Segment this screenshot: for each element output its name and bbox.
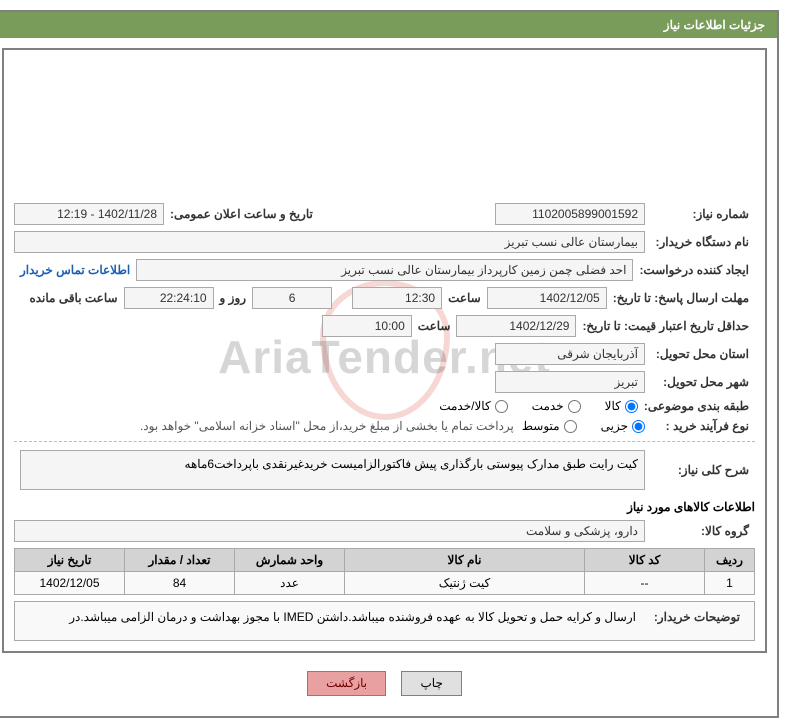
validity-label: حداقل تاریخ اعتبار قیمت: تا تاریخ: <box>576 319 755 333</box>
province-field: آذربایجان شرقی <box>495 343 645 365</box>
contact-link[interactable]: اطلاعات تماس خریدار <box>14 263 136 277</box>
radio-medium-input[interactable] <box>564 420 577 433</box>
need-number-label: شماره نیاز: <box>645 207 755 221</box>
until-label-text: تا تاریخ: <box>613 291 651 305</box>
radio-goods-label: کالا <box>605 399 621 413</box>
radio-both-input[interactable] <box>495 400 508 413</box>
deadline-time-field: 12:30 <box>352 287 442 309</box>
payment-note: پرداخت تمام یا بخشی از مبلغ خرید،از محل … <box>140 419 522 433</box>
radio-goods-input[interactable] <box>625 400 638 413</box>
radio-service-label: خدمت <box>532 399 564 413</box>
cell-qty: 84 <box>125 572 235 595</box>
back-button[interactable]: بازگشت <box>307 671 386 696</box>
announce-label: تاریخ و ساعت اعلان عمومی: <box>164 207 319 221</box>
time-label-1: ساعت <box>442 291 487 305</box>
countdown-field: 22:24:10 <box>124 287 214 309</box>
radio-partial[interactable]: جزیی <box>601 419 645 433</box>
table-row: 1 -- کیت ژنتیک عدد 84 1402/12/05 <box>15 572 755 595</box>
radio-medium[interactable]: متوسط <box>522 419 577 433</box>
button-row: چاپ بازگشت <box>2 661 767 706</box>
th-qty: تعداد / مقدار <box>125 549 235 572</box>
purchase-type-radio-group: جزیی متوسط <box>522 419 645 433</box>
radio-both-label: کالا/خدمت <box>439 399 490 413</box>
buyer-notes-text: ارسال و کرایه حمل و تحویل کالا به عهده ف… <box>23 610 636 624</box>
deadline-date-field: 1402/12/05 <box>487 287 607 309</box>
table-header-row: ردیف کد کالا نام کالا واحد شمارش تعداد /… <box>15 549 755 572</box>
th-name: نام کالا <box>345 549 585 572</box>
buyer-notes-box: توضیحات خریدار: ارسال و کرایه حمل و تحوی… <box>14 601 755 641</box>
buyer-org-field: بیمارستان عالی نسب تبریز <box>14 231 645 253</box>
radio-partial-input[interactable] <box>632 420 645 433</box>
days-label: روز و <box>214 291 253 305</box>
divider <box>14 441 755 442</box>
city-label: شهر محل تحویل: <box>645 375 755 389</box>
th-row: ردیف <box>705 549 755 572</box>
details-box: AriaTender.net شماره نیاز: 1102005899001… <box>2 48 767 653</box>
buyer-org-label: نام دستگاه خریدار: <box>645 235 755 249</box>
th-unit: واحد شمارش <box>235 549 345 572</box>
city-field: تبریز <box>495 371 645 393</box>
time-label-2: ساعت <box>412 319 457 333</box>
goods-table: ردیف کد کالا نام کالا واحد شمارش تعداد /… <box>14 548 755 595</box>
days-field: 6 <box>252 287 332 309</box>
overview-field: کیت رایت طبق مدارک پیوستی بارگذاری پیش ف… <box>20 450 645 490</box>
overview-label: شرح کلی نیاز: <box>645 463 755 477</box>
remain-label: ساعت باقی مانده <box>23 291 123 305</box>
radio-medium-label: متوسط <box>522 419 560 433</box>
print-button[interactable]: چاپ <box>401 671 461 696</box>
cell-code: -- <box>585 572 705 595</box>
deadline-label-text: مهلت ارسال پاسخ: <box>654 291 749 305</box>
goods-group-label: گروه کالا: <box>645 524 755 538</box>
validity-date-field: 1402/12/29 <box>456 315 576 337</box>
buyer-notes-label: توضیحات خریدار: <box>636 610 746 624</box>
category-label: طبقه بندی موضوعی: <box>638 399 755 413</box>
goods-group-field: دارو، پزشکی و سلامت <box>14 520 645 542</box>
validity-time-field: 10:00 <box>322 315 412 337</box>
goods-info-title: اطلاعات کالاهای مورد نیاز <box>14 500 755 514</box>
radio-both[interactable]: کالا/خدمت <box>439 399 507 413</box>
th-code: کد کالا <box>585 549 705 572</box>
requester-field: احد فضلی چمن زمین کارپرداز بیمارستان عال… <box>136 259 633 281</box>
main-frame: جزئیات اطلاعات نیاز AriaTender.net شماره… <box>0 10 779 718</box>
th-date: تاریخ نیاز <box>15 549 125 572</box>
need-number-field: 1102005899001592 <box>495 203 645 225</box>
until-label-text-2: تا تاریخ: <box>582 319 620 333</box>
cell-row: 1 <box>705 572 755 595</box>
cell-name: کیت ژنتیک <box>345 572 585 595</box>
category-radio-group: کالا خدمت کالا/خدمت <box>439 399 638 413</box>
announce-field: 1402/11/28 - 12:19 <box>14 203 164 225</box>
cell-unit: عدد <box>235 572 345 595</box>
radio-service-input[interactable] <box>568 400 581 413</box>
requester-label: ایجاد کننده درخواست: <box>633 263 755 277</box>
radio-goods[interactable]: کالا <box>605 399 638 413</box>
province-label: استان محل تحویل: <box>645 347 755 361</box>
purchase-type-label: نوع فرآیند خرید : <box>645 419 755 433</box>
content: AriaTender.net شماره نیاز: 1102005899001… <box>0 38 777 716</box>
deadline-label: مهلت ارسال پاسخ: تا تاریخ: <box>607 291 755 305</box>
validity-label-text: حداقل تاریخ اعتبار قیمت: <box>624 319 749 333</box>
title-bar: جزئیات اطلاعات نیاز <box>0 12 777 38</box>
radio-service[interactable]: خدمت <box>532 399 581 413</box>
radio-partial-label: جزیی <box>601 419 628 433</box>
cell-date: 1402/12/05 <box>15 572 125 595</box>
